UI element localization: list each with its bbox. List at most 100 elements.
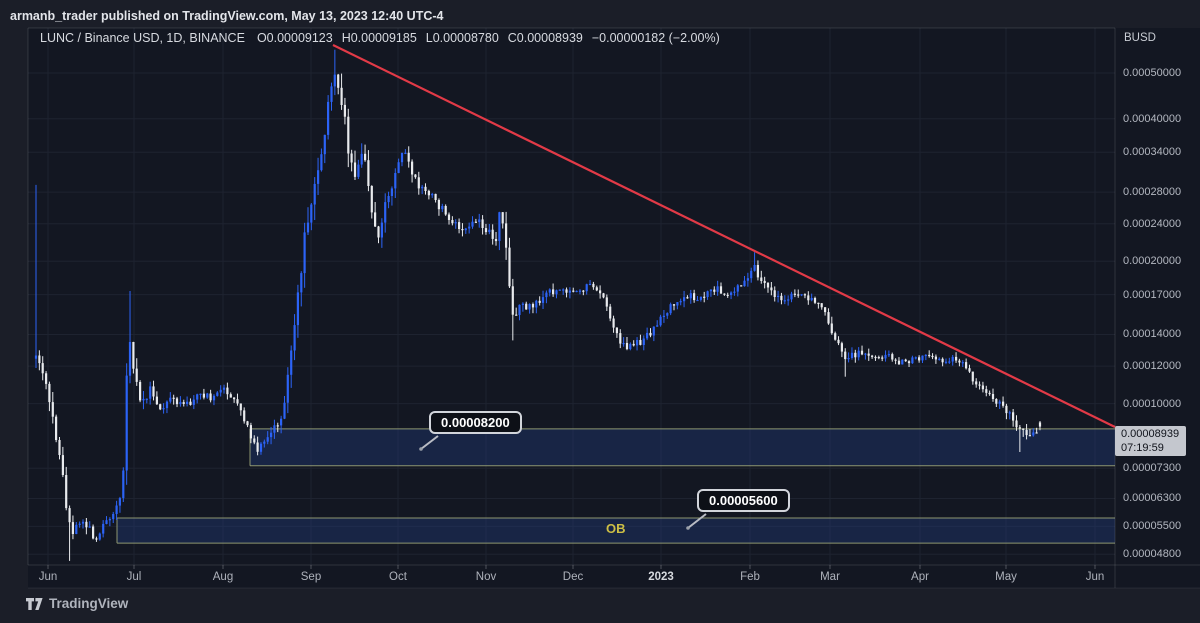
candle-body (310, 204, 313, 223)
candle-body (1035, 432, 1038, 434)
candle-body (263, 441, 266, 444)
candles-layer (34, 49, 1042, 561)
candle-body (417, 177, 420, 189)
candle-body (179, 402, 182, 405)
candle-body (270, 432, 273, 438)
candle-body (41, 363, 44, 374)
candle-body (639, 340, 642, 345)
candle-body (803, 294, 806, 296)
candle-body (743, 280, 746, 287)
candle-body (820, 303, 823, 308)
candle-body (753, 265, 756, 271)
candle-body (632, 343, 635, 346)
price-axis-label: 0.00004800 (1123, 548, 1182, 560)
candle-body (894, 359, 897, 361)
time-axis-label: Dec (562, 571, 584, 583)
descending-trendline[interactable] (332, 44, 1116, 428)
candle-body (125, 375, 128, 471)
candle-body (723, 293, 726, 295)
ohlc-high: H0.00009185 (341, 31, 417, 45)
price-axis-label: 0.00007300 (1123, 462, 1182, 474)
candle-body (709, 289, 712, 292)
candle-body (612, 318, 615, 328)
candle-body (592, 283, 595, 288)
candle-body (1028, 435, 1031, 437)
candle-body (683, 297, 686, 302)
candle-body (857, 350, 860, 358)
candle-body (689, 293, 692, 299)
ohlc-close: C0.00008939 (507, 31, 583, 45)
demand-zone[interactable] (116, 517, 1115, 544)
candle-body (777, 295, 780, 297)
candle-body (337, 74, 340, 88)
price-axis-label: 0.00024000 (1123, 218, 1182, 230)
candle-body (112, 514, 115, 520)
candle-body (1018, 427, 1021, 429)
candle-body (51, 402, 54, 417)
candle-body (390, 188, 393, 196)
candle-body (918, 357, 921, 361)
candle-body (427, 190, 430, 196)
candle-body (300, 273, 303, 293)
candle-body (249, 425, 252, 439)
candle-body (508, 247, 511, 287)
candle-body (132, 342, 135, 369)
candle-body (505, 223, 508, 248)
candle-body (719, 286, 723, 294)
candle-body (659, 316, 662, 326)
candle-body (98, 533, 101, 540)
candle-body (887, 354, 890, 356)
candle-body (115, 505, 118, 514)
candle-body (854, 352, 857, 358)
candle-body (552, 289, 555, 295)
price-callout-56[interactable]: 0.00005600 (697, 489, 790, 512)
candle-body (807, 295, 810, 301)
candle-body (515, 314, 518, 316)
candle-body (790, 293, 793, 300)
candle-body (209, 393, 212, 401)
candle-body (864, 353, 867, 355)
symbol-title[interactable]: LUNC / Binance USD, 1D, BINANCE (40, 31, 245, 45)
candle-body (212, 395, 216, 401)
candle-body (246, 421, 249, 426)
candle-body (58, 440, 61, 455)
time-axis-label: May (995, 571, 1017, 583)
candle-body (139, 382, 142, 401)
candle-body (498, 212, 501, 241)
candle-body (444, 206, 447, 215)
supply-zone[interactable] (249, 428, 1115, 467)
candle-body (780, 295, 783, 301)
candle-body (558, 289, 561, 291)
candle-body (797, 294, 800, 296)
candle-body (662, 315, 665, 317)
candle-body (934, 356, 937, 360)
candle-body (965, 362, 968, 369)
candle-body (357, 164, 360, 177)
tradingview-watermark[interactable]: TradingView (26, 596, 128, 611)
candle-body (629, 343, 632, 350)
candle-body (988, 392, 991, 395)
price-callout-82[interactable]: 0.00008200 (429, 411, 522, 434)
candle-body (810, 298, 813, 301)
orderblock-label[interactable]: OB (606, 521, 626, 536)
candle-body (911, 357, 914, 364)
candle-body (746, 278, 749, 281)
candle-body (562, 289, 565, 291)
candle-body (968, 368, 971, 372)
candle-body (380, 222, 383, 238)
candle-body (165, 401, 169, 409)
candle-body (145, 398, 148, 400)
candle-body (384, 202, 387, 223)
time-axis-label: Nov (475, 571, 497, 583)
candle-body (773, 290, 776, 297)
price-axis-label: 0.00006300 (1123, 492, 1182, 504)
candle-body (770, 287, 773, 291)
candle-body (303, 232, 306, 274)
candle-body (236, 399, 239, 404)
candle-body (881, 357, 884, 359)
price-axis-label: 0.00020000 (1123, 255, 1182, 267)
candle-body (394, 173, 397, 189)
candle-body (914, 357, 917, 359)
last-price-label: 0.00008939 07:19:59 (1115, 426, 1186, 456)
